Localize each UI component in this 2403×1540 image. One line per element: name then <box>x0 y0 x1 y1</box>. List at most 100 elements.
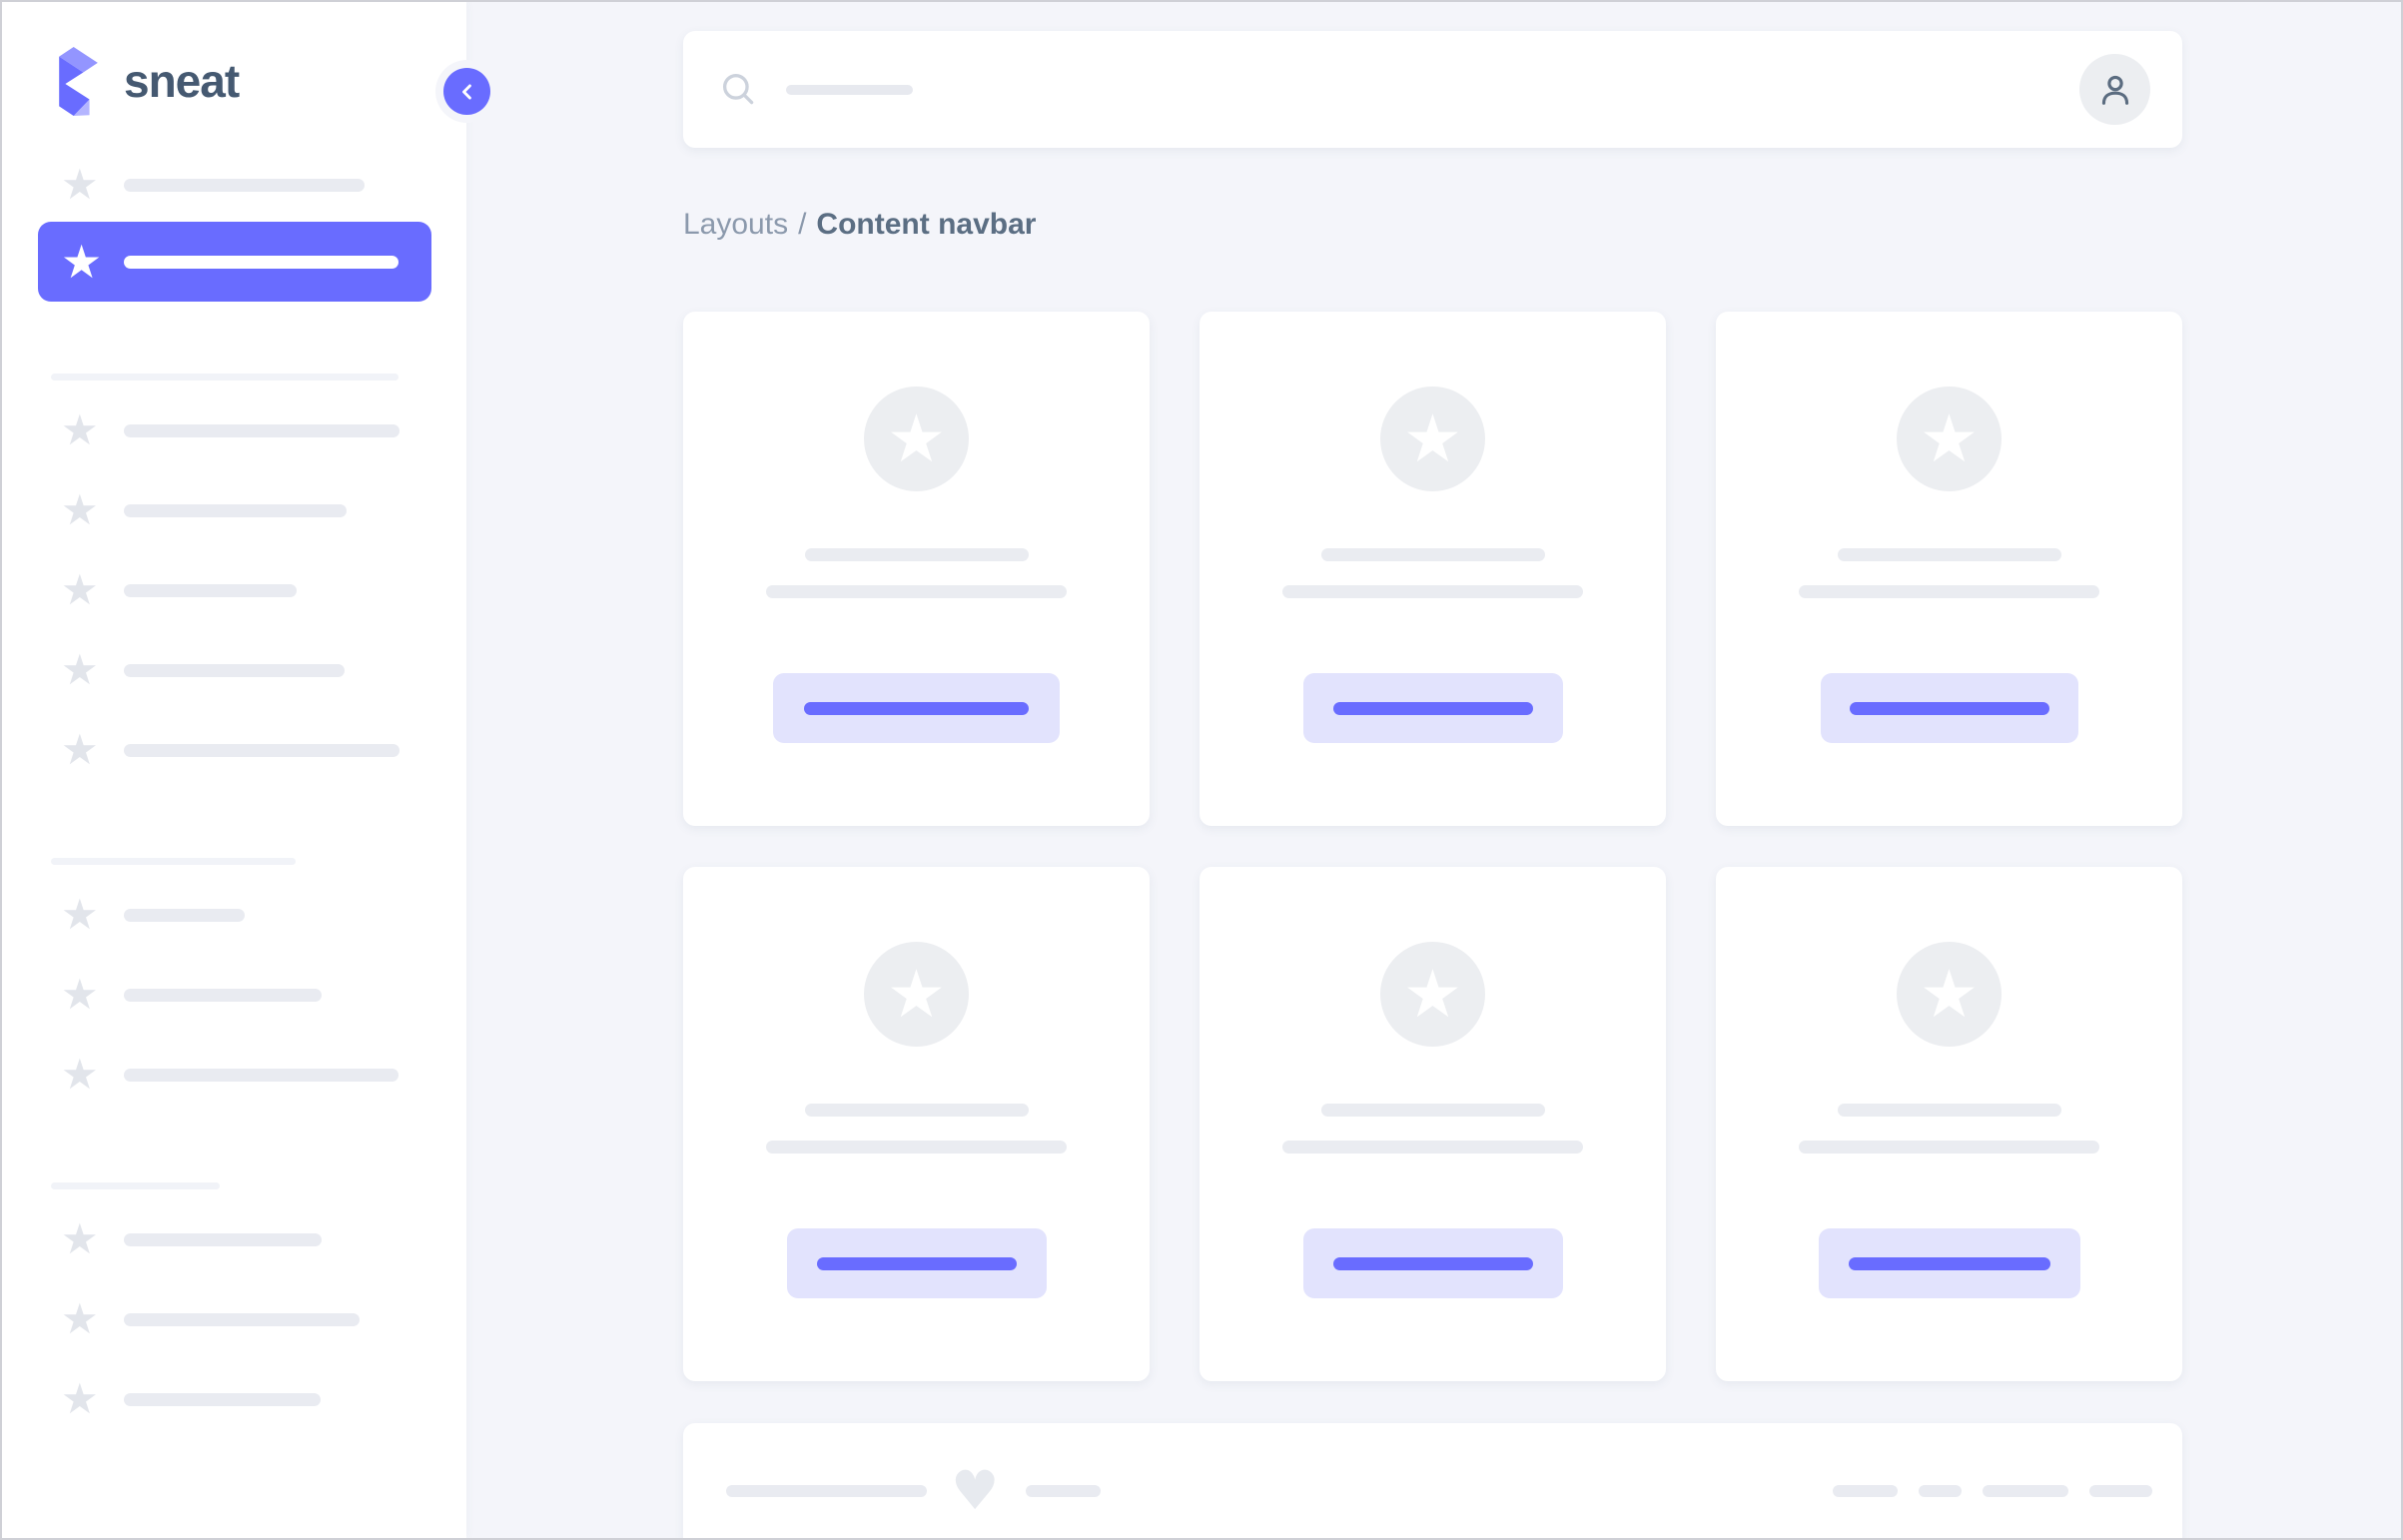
sidebar-item[interactable]: ★ <box>2 974 466 1016</box>
search-icon <box>722 73 754 104</box>
sidebar-item-active[interactable]: ★ <box>38 222 431 302</box>
main-content: Layouts / Content navbar ★ ★ ★ ★ ★ ★ ♥ <box>466 2 2401 1538</box>
skeleton-card: ★ <box>1716 312 2182 826</box>
card-title-bar <box>1320 548 1545 561</box>
sidebar-item[interactable]: ★ <box>2 1050 466 1099</box>
card-subtitle-bar <box>766 1141 1067 1154</box>
button-label-bar <box>816 1256 1017 1270</box>
card-action-button[interactable] <box>1818 1228 2080 1298</box>
skeleton-card: ★ <box>1200 867 1666 1381</box>
sidebar-item[interactable]: ★ <box>2 890 466 939</box>
card-subtitle-bar <box>1282 1141 1583 1154</box>
skeleton-bar <box>1983 1485 2068 1497</box>
search-bar <box>683 31 2182 148</box>
skeleton-card: ★ <box>683 312 1150 826</box>
sidebar-item[interactable]: ★ <box>2 645 466 694</box>
user-avatar[interactable] <box>2079 54 2150 125</box>
sidebar-item[interactable]: ★ <box>2 1214 466 1263</box>
card-title-bar <box>1320 1104 1545 1117</box>
star-icon: ★ <box>61 645 99 694</box>
star-icon: ★ <box>61 1050 99 1099</box>
star-icon: ★ <box>61 1214 99 1263</box>
card-action-button[interactable] <box>773 673 1060 743</box>
button-label-bar <box>1848 1256 2050 1270</box>
bottom-card-row: ♥ <box>726 1459 2152 1522</box>
card-avatar: ★ <box>864 942 969 1047</box>
skeleton-card: ★ <box>1716 867 2182 1381</box>
skeleton-bar <box>124 583 297 597</box>
star-icon: ★ <box>61 160 99 209</box>
skeleton-bar <box>2089 1485 2152 1497</box>
card-avatar: ★ <box>864 386 969 491</box>
sidebar-item[interactable]: ★ <box>2 1294 466 1343</box>
sidebar-item[interactable]: ★ <box>2 1374 466 1423</box>
sidebar-collapse-button[interactable] <box>443 68 490 115</box>
card-subtitle-bar <box>1799 585 2099 598</box>
breadcrumb-current: Content navbar <box>816 208 1037 241</box>
skeleton-bar <box>124 1392 321 1406</box>
card-avatar: ★ <box>1897 942 2002 1047</box>
card-action-button[interactable] <box>1302 1228 1563 1298</box>
menu-section-divider <box>51 858 296 865</box>
sidebar-item[interactable]: ★ <box>2 569 466 611</box>
skeleton-bar <box>726 1485 927 1497</box>
card-action-button[interactable] <box>1302 673 1563 743</box>
card-title-bar <box>804 1104 1029 1117</box>
search-input[interactable] <box>718 69 913 111</box>
star-icon: ★ <box>886 399 947 477</box>
star-icon: ★ <box>1402 399 1463 477</box>
breadcrumb: Layouts / Content navbar <box>683 210 2182 240</box>
skeleton-bar <box>124 988 322 1002</box>
card-subtitle-bar <box>1282 585 1583 598</box>
card-title-bar <box>1837 1104 2061 1117</box>
star-icon: ★ <box>61 235 103 289</box>
button-label-bar <box>1332 1256 1533 1270</box>
skeleton-bar <box>124 503 347 517</box>
chevron-left-icon <box>461 84 471 99</box>
skeleton-bar <box>124 255 399 269</box>
card-action-button[interactable] <box>1820 673 2078 743</box>
star-icon: ★ <box>61 485 99 534</box>
card-subtitle-bar <box>1799 1141 2099 1154</box>
bottom-card-pagination-bars <box>1812 1485 2152 1497</box>
menu-section-divider <box>51 374 399 381</box>
card-subtitle-bar <box>766 585 1067 598</box>
logo[interactable]: sneat <box>2 2 466 116</box>
sidebar-item[interactable]: ★ <box>2 405 466 454</box>
skeleton-bar <box>124 908 245 922</box>
sidebar-item[interactable]: ★ <box>2 725 466 774</box>
sidebar-menu: ★ ★ ★ ★ ★ ★ ★ ★ ★ ★ ★ ★ ★ <box>2 116 466 1423</box>
card-avatar: ★ <box>1897 386 2002 491</box>
sidebar-item[interactable]: ★ <box>2 160 466 209</box>
skeleton-bar <box>124 423 400 437</box>
card-action-button[interactable] <box>786 1228 1047 1298</box>
star-icon: ★ <box>1919 399 1980 477</box>
card-avatar: ★ <box>1380 942 1485 1047</box>
star-icon: ★ <box>1919 955 1980 1033</box>
card-avatar: ★ <box>1380 386 1485 491</box>
breadcrumb-parent[interactable]: Layouts <box>683 208 789 241</box>
skeleton-bar <box>124 1232 322 1246</box>
star-icon: ★ <box>61 405 99 454</box>
skeleton-bar <box>1026 1485 1102 1497</box>
card-grid: ★ ★ ★ ★ ★ ★ <box>683 312 2182 1381</box>
breadcrumb-separator: / <box>798 208 807 241</box>
star-icon: ★ <box>61 1374 99 1423</box>
search-placeholder-bar <box>786 84 913 95</box>
skeleton-bar <box>124 1068 399 1082</box>
bottom-card: ♥ <box>683 1423 2182 1538</box>
button-label-bar <box>1332 701 1533 715</box>
star-icon: ★ <box>61 1294 99 1343</box>
skeleton-bar <box>124 1312 360 1326</box>
card-title-bar <box>1837 548 2061 561</box>
star-icon: ★ <box>61 725 99 774</box>
sneat-logo-icon <box>59 46 98 116</box>
heart-icon: ♥ <box>951 1459 1000 1522</box>
logo-text: sneat <box>124 55 240 107</box>
skeleton-bar <box>124 663 345 677</box>
button-label-bar <box>1849 701 2049 715</box>
star-icon: ★ <box>61 890 99 939</box>
sidebar-item[interactable]: ★ <box>2 485 466 534</box>
person-icon <box>2101 75 2128 105</box>
